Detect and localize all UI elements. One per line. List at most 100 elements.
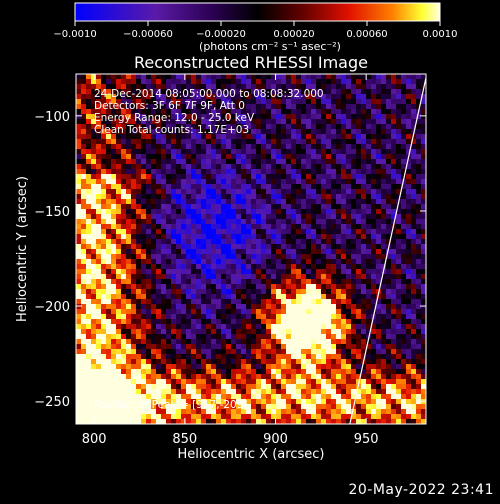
heatmap-cell	[126, 179, 132, 185]
heatmap-cell	[86, 404, 92, 410]
heatmap-cell	[351, 314, 357, 320]
heatmap-cell	[211, 199, 217, 205]
heatmap-cell	[236, 199, 242, 205]
heatmap-cell	[271, 184, 277, 190]
heatmap-cell	[211, 289, 217, 295]
heatmap-cell	[386, 149, 392, 155]
heatmap-cell	[291, 164, 297, 170]
heatmap-cell	[211, 419, 217, 424]
heatmap-cell	[371, 369, 377, 375]
heatmap-cell	[261, 224, 267, 230]
heatmap-cell	[321, 114, 327, 120]
heatmap-cell	[161, 249, 167, 255]
heatmap-cell	[236, 99, 242, 105]
heatmap-cell	[121, 109, 127, 115]
heatmap-cell	[176, 169, 182, 175]
heatmap-cell	[366, 264, 372, 270]
heatmap-cell	[356, 419, 362, 424]
heatmap-cell	[311, 229, 317, 235]
heatmap-cell	[231, 339, 237, 345]
heatmap-cell	[281, 104, 287, 110]
heatmap-cell	[196, 379, 202, 385]
heatmap-cell	[206, 234, 212, 240]
heatmap-cell	[156, 224, 162, 230]
heatmap-cell	[216, 144, 222, 150]
heatmap-cell	[216, 154, 222, 160]
heatmap-cell	[176, 309, 182, 315]
heatmap-cell	[171, 404, 177, 410]
heatmap-cell	[276, 239, 282, 245]
heatmap-cell	[91, 299, 97, 305]
heatmap-cell	[351, 109, 357, 115]
heatmap-cell	[341, 209, 347, 215]
heatmap-cell	[276, 419, 282, 424]
heatmap-cell	[276, 339, 282, 345]
heatmap-cell	[161, 114, 167, 120]
heatmap-cell	[206, 324, 212, 330]
heatmap-cell	[111, 389, 117, 395]
heatmap-cell	[81, 144, 87, 150]
heatmap-cell	[86, 204, 92, 210]
heatmap-cell	[201, 229, 207, 235]
heatmap-cell	[181, 389, 187, 395]
heatmap-cell	[341, 404, 347, 410]
heatmap-cell	[246, 214, 252, 220]
heatmap-cell	[156, 104, 162, 110]
heatmap-cell	[401, 124, 407, 130]
heatmap-cell	[81, 89, 87, 95]
heatmap-cell	[316, 254, 322, 260]
heatmap-cell	[216, 174, 222, 180]
heatmap-cell	[411, 314, 417, 320]
heatmap-cell	[81, 419, 87, 424]
heatmap-cell	[231, 304, 237, 310]
heatmap-cell	[86, 309, 92, 315]
heatmap-cell	[286, 419, 292, 424]
heatmap-cell	[416, 219, 422, 225]
heatmap-cell	[311, 279, 317, 285]
heatmap-cell	[386, 409, 392, 415]
heatmap-cell	[281, 299, 287, 305]
heatmap-cell	[171, 139, 177, 145]
heatmap-cell	[396, 164, 402, 170]
heatmap-cell	[121, 254, 127, 260]
heatmap-cell	[286, 289, 292, 295]
heatmap-cell	[121, 269, 127, 275]
heatmap-cell	[206, 159, 212, 165]
heatmap-cell	[351, 164, 357, 170]
heatmap-cell	[386, 249, 392, 255]
heatmap-cell	[306, 294, 312, 300]
heatmap-cell	[146, 94, 152, 100]
heatmap-cell	[286, 364, 292, 370]
heatmap-cell	[156, 264, 162, 270]
heatmap-cell	[136, 379, 142, 385]
heatmap-cell	[286, 224, 292, 230]
heatmap-cell	[351, 229, 357, 235]
heatmap-cell	[361, 149, 367, 155]
heatmap-cell	[166, 399, 172, 405]
heatmap-cell	[196, 269, 202, 275]
heatmap-cell	[406, 79, 412, 85]
heatmap-cell	[256, 389, 262, 395]
heatmap-cell	[391, 184, 397, 190]
heatmap-cell	[176, 174, 182, 180]
heatmap-cell	[406, 409, 412, 415]
heatmap-cell	[286, 369, 292, 375]
heatmap-cell	[371, 119, 377, 125]
heatmap-cell	[236, 319, 242, 325]
heatmap-cell	[266, 309, 272, 315]
heatmap-cell	[101, 414, 107, 420]
heatmap-cell	[111, 419, 117, 424]
heatmap-cell	[361, 214, 367, 220]
heatmap-cell	[246, 124, 252, 130]
heatmap-cell	[201, 414, 207, 420]
heatmap-cell	[141, 289, 147, 295]
heatmap-cell	[181, 144, 187, 150]
heatmap-cell	[381, 279, 387, 285]
heatmap-cell	[116, 79, 122, 85]
heatmap-cell	[186, 389, 192, 395]
heatmap-cell	[371, 354, 377, 360]
heatmap-cell	[406, 74, 412, 80]
heatmap-cell	[111, 249, 117, 255]
heatmap-cell	[396, 129, 402, 135]
heatmap-cell	[356, 119, 362, 125]
